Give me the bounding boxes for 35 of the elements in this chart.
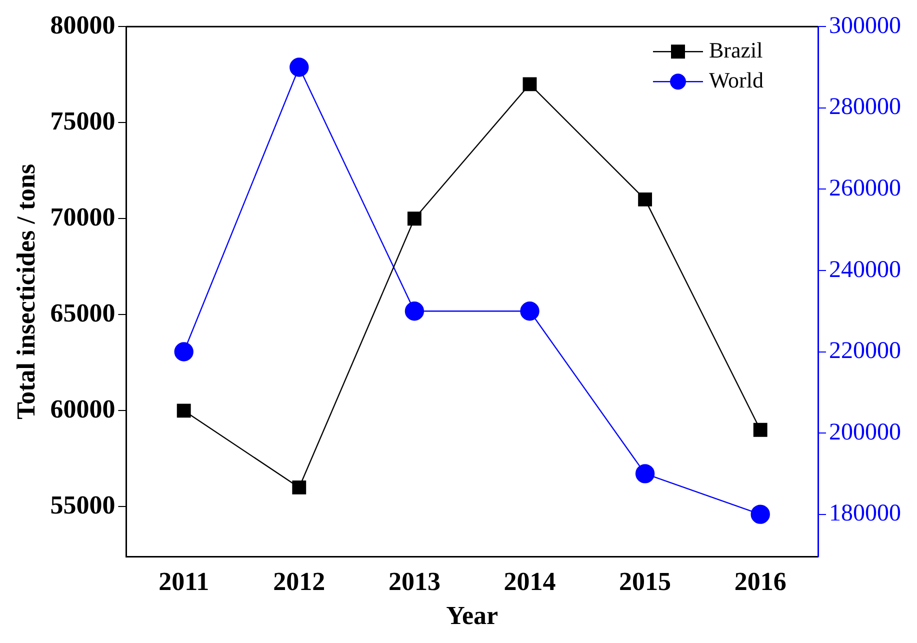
point	[174, 342, 194, 362]
point	[176, 404, 191, 418]
y2-tick-label: 260000	[829, 175, 901, 202]
x-tick-label: 2012	[273, 566, 326, 596]
y2-tick-label: 220000	[829, 338, 901, 364]
x-tick-label: 2015	[619, 566, 672, 596]
point	[750, 504, 770, 524]
y2-tick-label: 280000	[829, 94, 901, 120]
y2-tick-label: 300000	[829, 12, 901, 39]
x-tick-label: 2013	[388, 566, 440, 596]
y-tick-label: 65000	[50, 298, 116, 328]
point	[292, 480, 306, 494]
point	[404, 302, 424, 321]
point	[522, 77, 537, 92]
y-tick-label: 60000	[50, 394, 116, 424]
y-tick-label: 70000	[50, 202, 116, 232]
point	[520, 302, 540, 321]
legend-label: World	[709, 67, 764, 92]
point	[635, 464, 655, 484]
x-tick-label: 2011	[158, 566, 210, 596]
x-axis-title: Year	[446, 601, 498, 630]
y2-tick-label: 240000	[829, 256, 901, 283]
y2-tick-label: 200000	[829, 419, 901, 446]
point	[290, 58, 309, 77]
point	[407, 212, 422, 226]
y-tick-label: 75000	[50, 106, 116, 136]
y-axis-title: Total insecticides / tons	[11, 164, 40, 420]
legend-label: Brazil	[709, 37, 763, 62]
y2-tick-label: 180000	[829, 500, 901, 527]
x-tick-label: 2014	[504, 566, 556, 596]
y-tick-label: 55000	[50, 490, 116, 520]
point	[753, 422, 768, 437]
point	[638, 192, 652, 206]
y-tick-label: 80000	[50, 10, 116, 40]
x-tick-label: 2016	[734, 566, 786, 596]
